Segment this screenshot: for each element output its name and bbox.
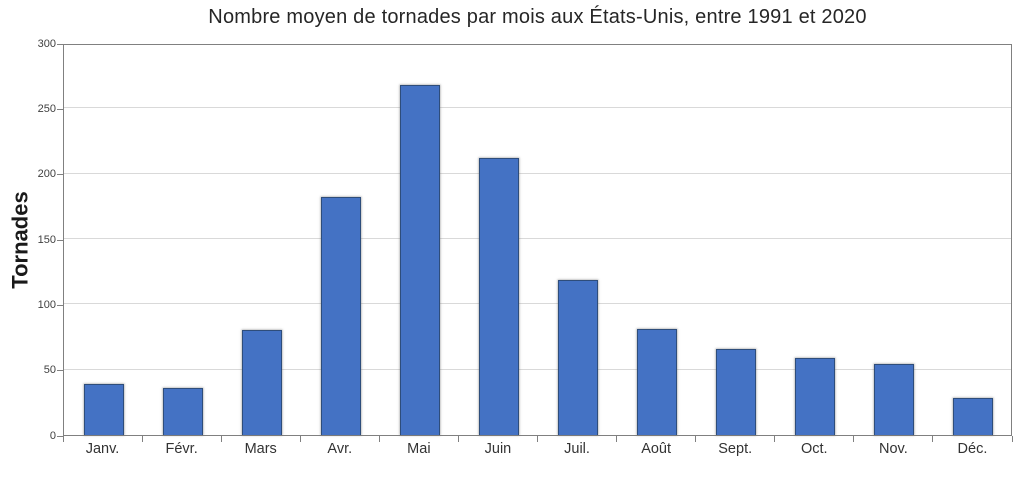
y-tick-label-300: 300: [37, 37, 56, 50]
y-tick-mark-200: [57, 174, 63, 176]
bar-juil: [558, 279, 599, 435]
x-label-oct: Oct.: [800, 441, 828, 457]
x-tick-mark-11: [932, 436, 934, 442]
y-tick-label-0: 0: [49, 429, 56, 442]
x-tick-mark-10: [853, 436, 855, 442]
x-tick-mark-0: [62, 436, 64, 442]
x-label-sept: Sept.: [718, 441, 753, 457]
bar-août: [637, 329, 678, 435]
x-tick-mark-5: [457, 436, 459, 442]
x-tick-mark-6: [537, 436, 538, 442]
x-label-janv: Janv.: [85, 441, 120, 457]
x-label-août: Août: [641, 441, 672, 457]
gridline-200: [64, 172, 1011, 174]
y-tick-mark-250: [57, 108, 63, 110]
bar-juin: [478, 158, 519, 435]
bar-févr: [162, 387, 203, 435]
y-tick-mark-50: [57, 370, 63, 372]
y-tick-mark-150: [57, 239, 63, 241]
x-label-juil: Juil.: [564, 441, 590, 457]
x-tick-mark-12: [1011, 436, 1013, 442]
bar-déc: [953, 398, 994, 435]
chart-title: Nombre moyen de tornades par mois aux Ét…: [208, 6, 867, 28]
gridline-100: [64, 303, 1011, 305]
x-tick-mark-3: [299, 436, 301, 442]
bar-oct: [795, 357, 836, 435]
x-label-avr: Avr.: [327, 441, 353, 457]
bar-janv: [83, 384, 124, 435]
x-label-juin: Juin: [484, 441, 512, 457]
y-tick-label-250: 250: [37, 102, 56, 115]
x-tick-mark-1: [141, 436, 143, 442]
x-label-mars: Mars: [244, 441, 277, 457]
plot-area: [63, 44, 1012, 436]
x-label-févr: Févr.: [165, 441, 198, 457]
x-label-mai: Mai: [407, 441, 431, 457]
bar-sept: [716, 348, 757, 435]
y-tick-label-200: 200: [37, 168, 56, 181]
y-tick-mark-300: [57, 43, 63, 45]
x-label-nov: Nov.: [878, 441, 908, 457]
bar-nov: [874, 364, 915, 435]
bar-avr: [320, 197, 361, 435]
y-tick-label-50: 50: [43, 364, 56, 377]
y-tick-label-100: 100: [37, 298, 56, 311]
x-tick-mark-4: [378, 436, 380, 442]
gridline-50: [64, 368, 1011, 370]
gridline-250: [64, 107, 1011, 109]
y-tick-label-150: 150: [37, 233, 56, 246]
x-tick-mark-2: [220, 436, 222, 442]
x-tick-mark-8: [695, 436, 697, 442]
x-tick-mark-9: [774, 436, 776, 442]
bar-mars: [241, 330, 282, 435]
y-tick-mark-0: [57, 435, 63, 437]
gridline-150: [64, 238, 1011, 239]
x-tick-mark-7: [616, 436, 618, 442]
y-tick-mark-100: [57, 304, 63, 306]
x-label-déc: Déc.: [957, 441, 988, 457]
bar-mai: [399, 84, 440, 435]
